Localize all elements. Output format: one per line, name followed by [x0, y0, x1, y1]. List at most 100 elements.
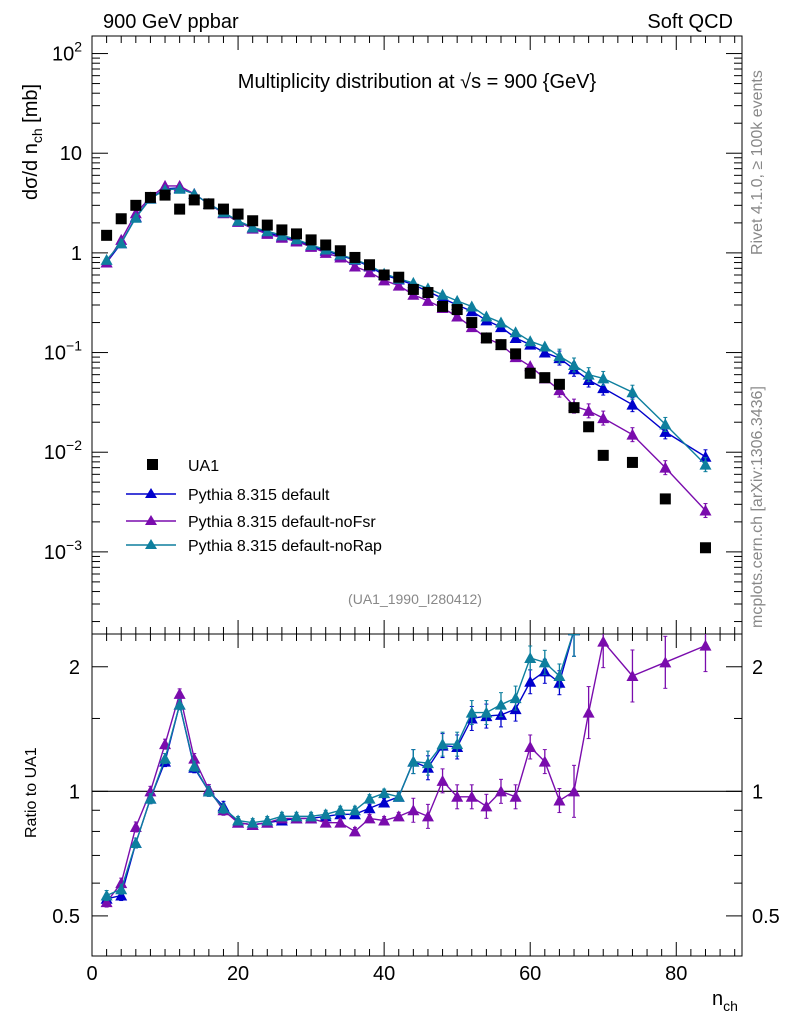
data-point-ua1: [349, 251, 361, 263]
ratio-point-noRap: [261, 814, 274, 826]
point-noRap: [436, 288, 449, 300]
point-noRap: [261, 225, 274, 237]
data-point-ua1: [130, 199, 142, 211]
ratio-point-noRap: [348, 804, 361, 816]
data-point-ua1: [378, 269, 390, 281]
data-point-ua1: [276, 224, 288, 236]
data-point-ua1: [495, 339, 507, 351]
mcplots-label: mcplots.cern.ch [arXiv:1306.3436]: [749, 386, 766, 628]
legend-label-nofsr: Pythia 8.315 default-noFsr: [188, 514, 376, 531]
ratio-point-noRap: [305, 810, 318, 822]
point-noFsr: [451, 310, 464, 322]
point-noRap: [538, 340, 551, 352]
ratio-point-noFsr: [129, 820, 142, 832]
legend-marker-default: [145, 488, 157, 498]
y-tick-label: 10−3: [44, 537, 82, 564]
ratio-line-default: [106, 634, 574, 900]
point-noRap: [568, 359, 581, 371]
y-tick-label: 1: [71, 243, 82, 265]
ratio-point-noRap: [232, 814, 245, 826]
ratio-point-noFsr: [319, 816, 332, 828]
data-point-ua1: [305, 234, 317, 246]
ratio-point-noFsr: [392, 810, 405, 822]
ratio-point-noFsr: [659, 656, 672, 668]
point-noFsr: [363, 266, 376, 278]
ratio-point-noRap: [392, 790, 405, 802]
data-point-ua1: [217, 203, 229, 215]
ratio-y-tick-label-right: 2: [752, 657, 763, 679]
ratio-y-tick-label: 1: [69, 781, 80, 803]
point-noFsr: [348, 260, 361, 272]
ratio-point-noRap: [159, 752, 172, 764]
ratio-point-noRap: [290, 810, 303, 822]
point-noRap: [246, 221, 259, 233]
main-plot-area: 10−3 10−2 10−1 1 10 102: [44, 36, 742, 634]
ratio-point-noRap: [494, 698, 507, 710]
legend-label-ua1: UA1: [188, 458, 219, 475]
point-noRap: [699, 458, 712, 470]
point-default: [699, 450, 712, 462]
ratio-point-noRap: [568, 634, 581, 636]
x-tick-label: 40: [373, 963, 395, 985]
ratio-point-noRap: [524, 651, 537, 663]
data-point-ua1: [510, 348, 522, 360]
point-noRap: [582, 368, 595, 380]
ratio-point-noRap: [451, 738, 464, 750]
data-point-ua1: [232, 208, 244, 220]
data-point-ua1: [626, 456, 638, 468]
ratio-point-noFsr: [348, 825, 361, 837]
ratio-point-noRap: [246, 816, 259, 828]
analysis-id-label: (UA1_1990_I280412): [348, 591, 482, 607]
ratio-y-tick-label-right: 0.5: [752, 906, 780, 928]
point-noRap: [115, 237, 128, 249]
ratio-point-noRap: [509, 692, 522, 704]
ratio-point-noRap: [436, 738, 449, 750]
ratio-series-group: [100, 634, 712, 908]
data-point-ua1: [144, 191, 156, 203]
point-noRap: [524, 335, 537, 347]
ratio-point-noFsr: [436, 774, 449, 786]
ratio-point-noFsr: [188, 752, 201, 764]
ratio-point-default: [115, 889, 128, 901]
ratio-point-noFsr: [144, 785, 157, 797]
ratio-point-noRap: [480, 706, 493, 718]
ratio-point-default: [378, 796, 391, 808]
point-noRap: [509, 326, 522, 338]
ratio-point-noRap: [465, 706, 478, 718]
header-right: Soft QCD: [647, 11, 733, 33]
point-noRap: [597, 372, 610, 384]
ratio-point-noFsr: [407, 804, 420, 816]
point-noFsr: [582, 404, 595, 416]
point-noFsr: [699, 504, 712, 516]
ratio-y-axis-label: Ratio to UA1: [23, 747, 40, 838]
ratio-point-noFsr: [494, 785, 507, 797]
ratio-point-noFsr: [465, 790, 478, 802]
ratio-point-noFsr: [568, 785, 581, 797]
data-point-ua1: [597, 449, 609, 461]
point-noRap: [553, 350, 566, 362]
ratio-y-tick-label: 0.5: [52, 906, 80, 928]
ratio-point-noFsr: [597, 635, 610, 647]
data-point-ua1: [699, 542, 711, 554]
data-point-ua1: [320, 239, 332, 251]
point-noFsr: [626, 428, 639, 440]
data-point-ua1: [659, 493, 671, 505]
point-noFsr: [421, 294, 434, 306]
ratio-point-noFsr: [334, 816, 347, 828]
y-tick-label: 10: [60, 143, 82, 165]
ratio-point-default: [524, 675, 537, 687]
point-noRap: [494, 316, 507, 328]
data-point-ua1: [393, 271, 405, 283]
y-tick-label: 10−2: [44, 437, 82, 464]
data-point-ua1: [334, 245, 346, 257]
data-point-ua1: [115, 213, 127, 225]
y-axis-label: dσ/d nch [mb]: [20, 84, 45, 200]
data-point-ua1: [437, 300, 449, 312]
point-default: [509, 331, 522, 343]
data-point-ua1: [583, 421, 595, 433]
point-noRap: [232, 214, 245, 226]
point-noRap: [100, 253, 113, 265]
ratio-point-noFsr: [538, 755, 551, 767]
point-noRap: [465, 300, 478, 312]
legend-marker-ua1: [147, 459, 158, 470]
